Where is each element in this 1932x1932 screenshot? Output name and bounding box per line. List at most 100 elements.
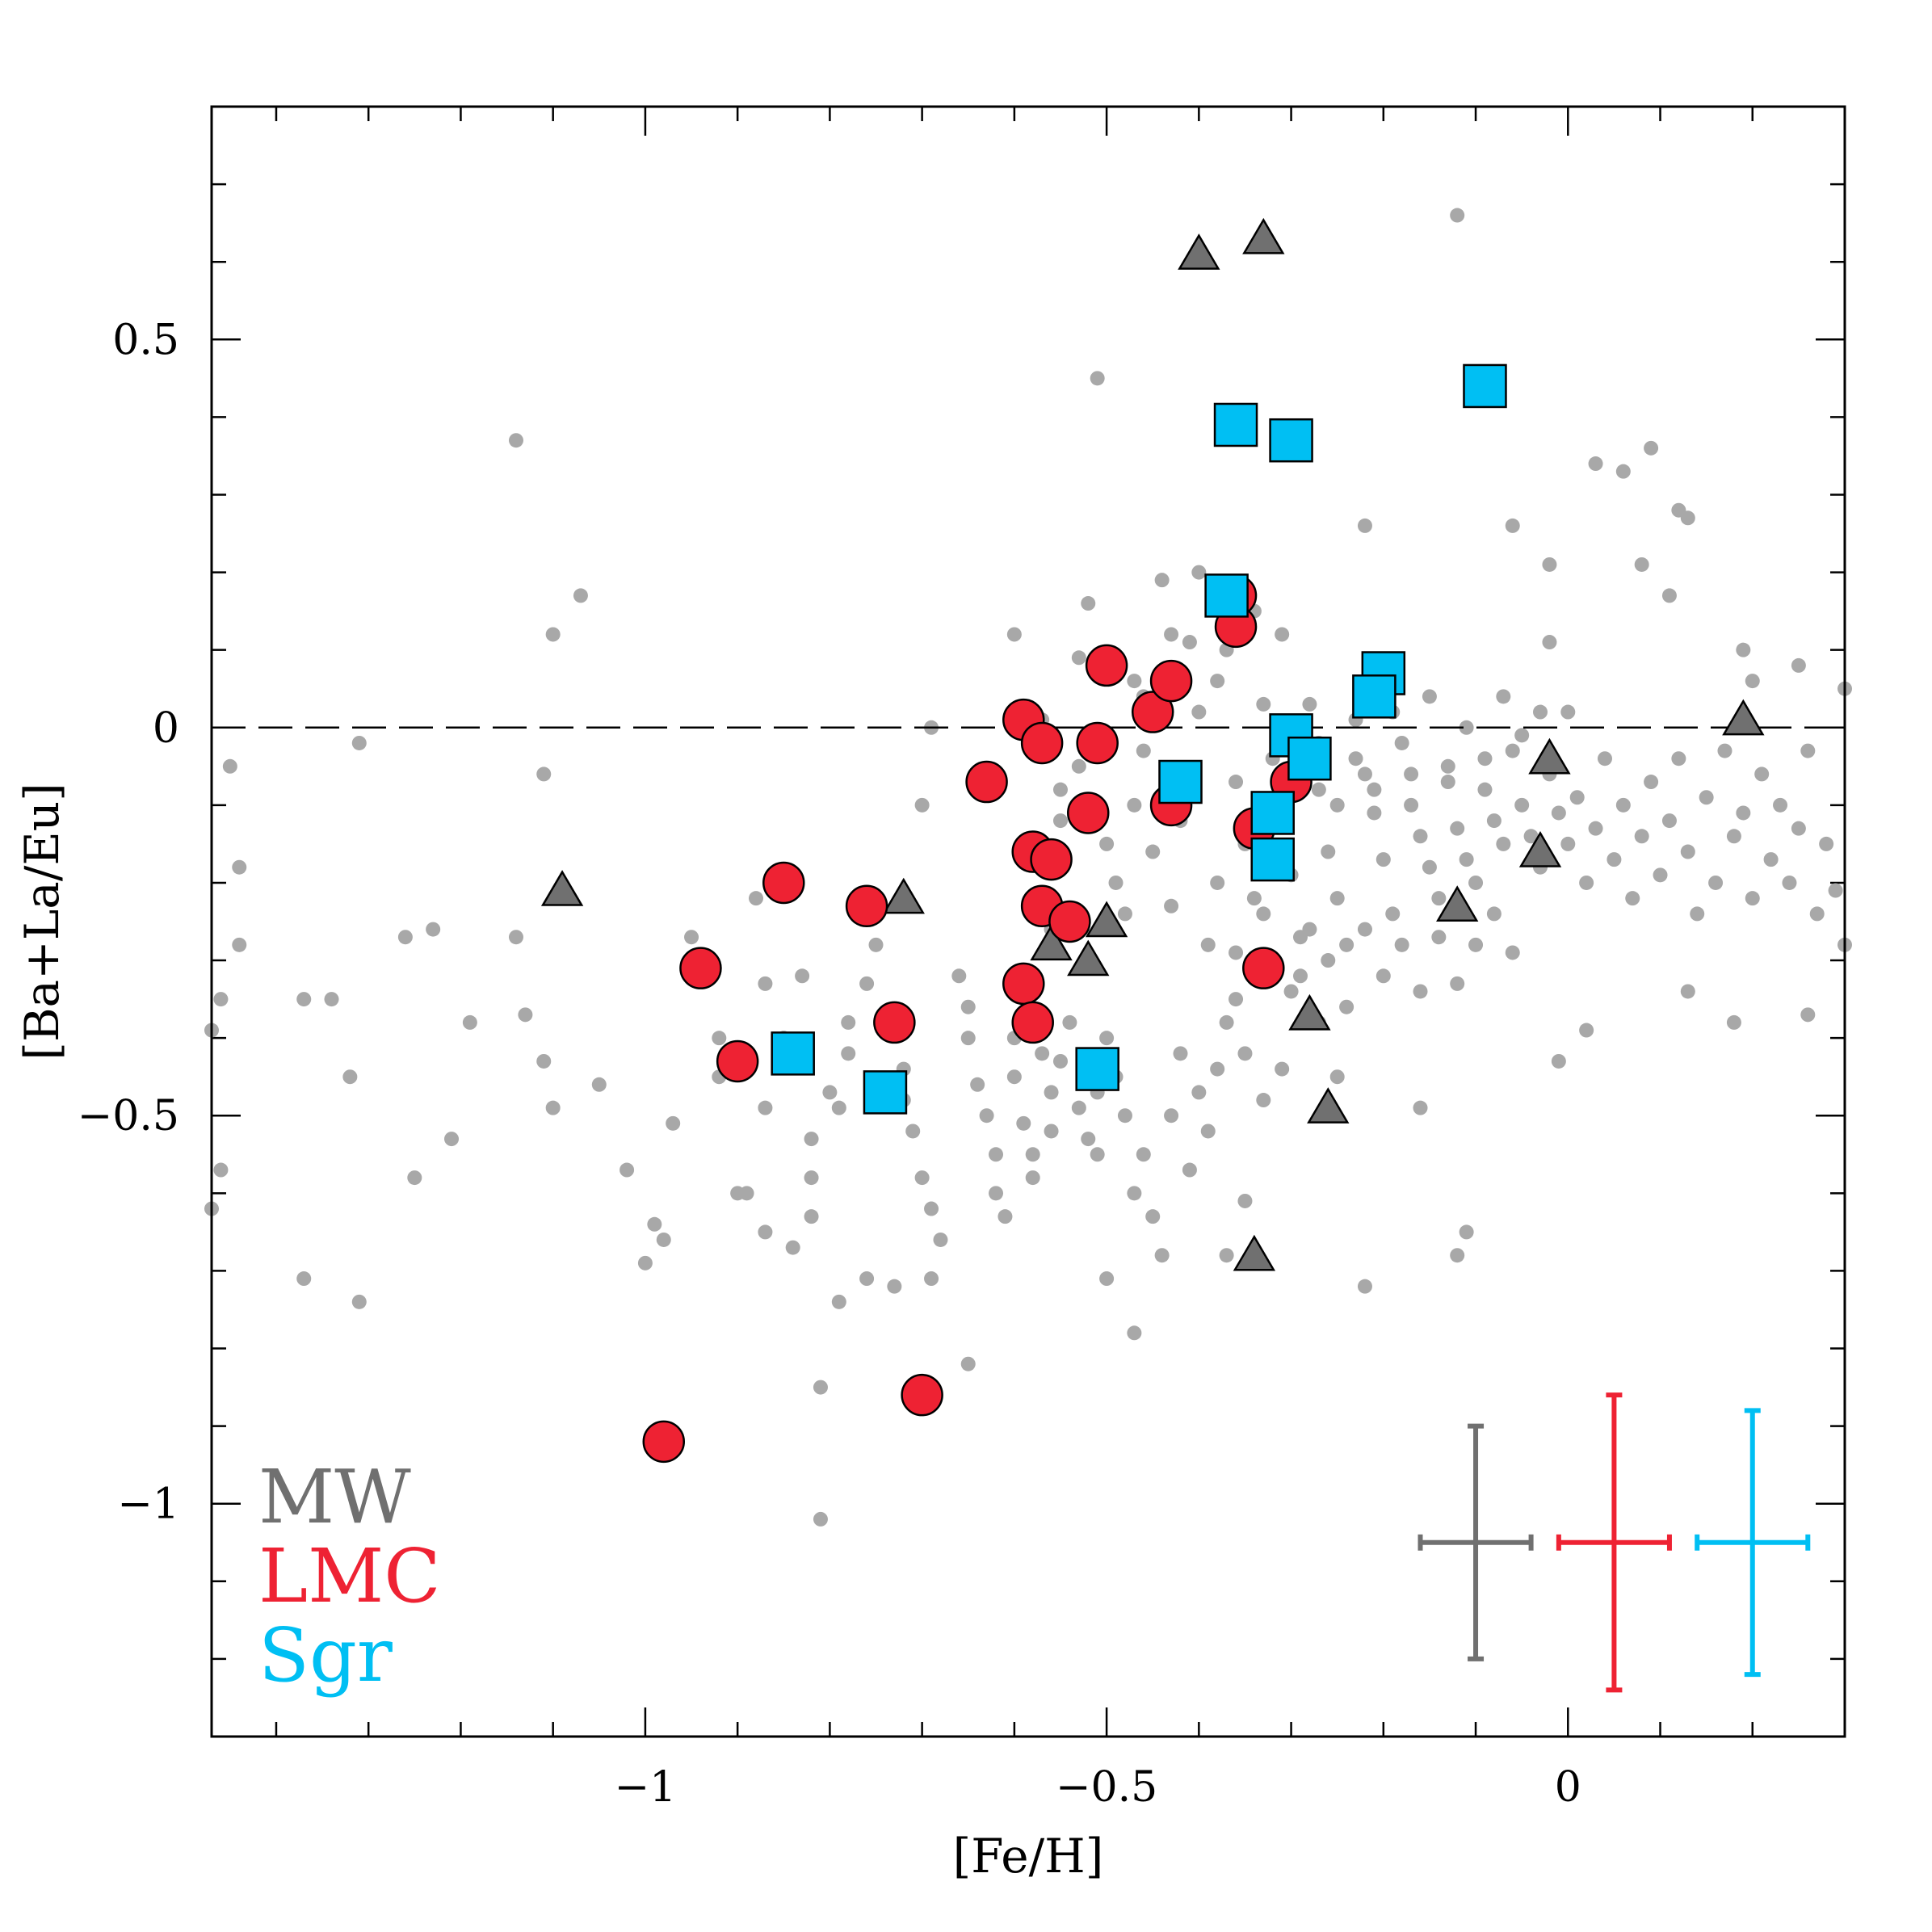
- mw-field-point: [785, 1240, 800, 1255]
- mw-field-point: [1615, 464, 1631, 479]
- mw-field-point: [1431, 891, 1447, 906]
- lmc-marker: [901, 1373, 943, 1417]
- mw-field-point: [1283, 984, 1299, 999]
- error-bars: [1418, 1392, 1811, 1693]
- mw-field-point: [960, 1356, 976, 1371]
- mw-field-point: [1293, 968, 1308, 984]
- legend-label-mw: MW: [258, 1454, 411, 1540]
- mw-field-point: [1828, 883, 1843, 898]
- mw-field-point: [1717, 743, 1732, 758]
- mw-field-point: [1597, 751, 1612, 766]
- mw-field-point: [1228, 945, 1244, 960]
- mw-field-point: [804, 1170, 819, 1186]
- mw-field-point: [1496, 836, 1511, 851]
- mw-field-point: [1763, 852, 1779, 867]
- mw-field-point: [1569, 790, 1585, 805]
- mw-field-point: [1560, 836, 1576, 851]
- mw-comparison-marker: [1722, 699, 1765, 736]
- mw-field-point: [1191, 704, 1207, 720]
- mw-field-point: [1514, 797, 1530, 813]
- plot-frame: [210, 105, 1846, 1738]
- mw-field-point: [1052, 782, 1068, 797]
- mw-field-point: [822, 1085, 838, 1100]
- mw-field-point: [1090, 371, 1105, 386]
- mw-field-point: [1099, 1271, 1115, 1287]
- mw-comparison-marker: [1067, 939, 1110, 976]
- mw-field-point: [1044, 1085, 1059, 1100]
- mw-field-point: [1154, 1248, 1170, 1263]
- mw-field-point: [1210, 875, 1225, 890]
- mw-field-point: [914, 797, 930, 813]
- mw-field-point: [1246, 891, 1262, 906]
- mw-field-point: [1459, 852, 1474, 867]
- mw-field-point: [1745, 891, 1760, 906]
- mw-field-point: [1459, 1224, 1474, 1240]
- mw-field-point: [1754, 766, 1770, 782]
- mw-field-point: [426, 922, 441, 937]
- mw-field-point: [1634, 829, 1649, 844]
- mw-field-point: [1136, 743, 1151, 758]
- mw-field-point: [868, 937, 884, 952]
- mw-field-point: [1357, 766, 1372, 782]
- mw-field-point: [1625, 891, 1640, 906]
- y-axis-title: [Ba+La/Eu]: [15, 783, 69, 1060]
- mw-field-point: [351, 735, 367, 750]
- mw-field-point: [1191, 565, 1207, 580]
- mw-comparison-marker: [540, 870, 584, 906]
- mw-field-point: [1256, 696, 1271, 712]
- mw-field-point: [536, 766, 552, 782]
- mw-field-point: [1661, 813, 1677, 829]
- mw-field-point: [1450, 1248, 1465, 1263]
- mw-field-point: [1819, 836, 1834, 851]
- mw-field-point: [1154, 573, 1170, 588]
- sgr-marker: [1352, 674, 1396, 719]
- mw-field-point: [1440, 758, 1455, 774]
- mw-field-point: [1006, 627, 1022, 642]
- lmc-marker: [1131, 691, 1174, 733]
- mw-field-point: [1505, 518, 1520, 533]
- mw-field-point: [1182, 1162, 1197, 1178]
- mw-field-point: [1736, 642, 1751, 657]
- x-tick-label: −0.5: [1056, 1763, 1157, 1812]
- x-tick-label: 0: [1555, 1763, 1581, 1812]
- lmc-marker: [1048, 900, 1091, 943]
- mw-field-point: [1071, 1100, 1086, 1115]
- mw-field-point: [1052, 813, 1068, 829]
- mw-field-point: [813, 1511, 828, 1527]
- mw-field-point: [1726, 1014, 1741, 1030]
- mw-field-point: [296, 992, 312, 1007]
- mw-field-point: [749, 891, 763, 906]
- mw-field-point: [1006, 1069, 1022, 1085]
- lmc-marker: [716, 1040, 759, 1083]
- lmc-marker: [845, 884, 888, 928]
- mw-field-point: [324, 992, 339, 1007]
- mw-field-point: [1164, 1108, 1179, 1124]
- mw-field-point: [1200, 1124, 1216, 1139]
- mw-field-point: [462, 1014, 477, 1030]
- lmc-marker: [1030, 838, 1073, 881]
- mw-field-point: [979, 1108, 994, 1124]
- mw-field-point: [1339, 937, 1354, 952]
- sample-markers: [540, 217, 1765, 1464]
- mw-field-point: [1062, 1014, 1077, 1030]
- mw-field-point: [213, 992, 229, 1007]
- mw-field-point: [1275, 627, 1290, 642]
- mw-field-point: [1404, 766, 1419, 782]
- mw-field-point: [1615, 797, 1631, 813]
- lmc-marker: [1085, 644, 1128, 687]
- mw-field-point: [758, 1224, 773, 1240]
- mw-field-point: [1127, 1325, 1142, 1341]
- mw-field-point: [1634, 556, 1649, 572]
- mw-field-point: [859, 1271, 875, 1287]
- mw-field-point: [1367, 805, 1382, 821]
- mw-field-point: [1505, 743, 1520, 758]
- mw-field-point: [831, 1294, 846, 1309]
- lmc-marker: [1149, 659, 1193, 703]
- mw-field-point: [508, 930, 523, 945]
- lmc-marker: [1242, 947, 1285, 989]
- mw-field-point: [1210, 674, 1225, 689]
- mw-field-point: [620, 1162, 635, 1178]
- y-tick-label: −1: [117, 1480, 179, 1529]
